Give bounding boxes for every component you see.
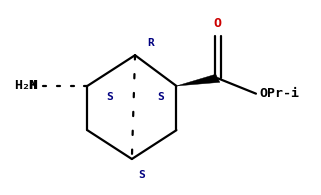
Text: S: S [138,170,145,180]
Text: OPr-i: OPr-i [259,87,299,100]
Polygon shape [177,74,220,86]
Text: H: H [28,79,36,91]
Text: R: R [148,38,154,49]
Text: S: S [106,92,113,103]
Text: O: O [214,17,222,30]
Text: H₂N: H₂N [14,80,38,92]
Text: H: H [28,79,36,91]
Text: S: S [157,92,164,103]
